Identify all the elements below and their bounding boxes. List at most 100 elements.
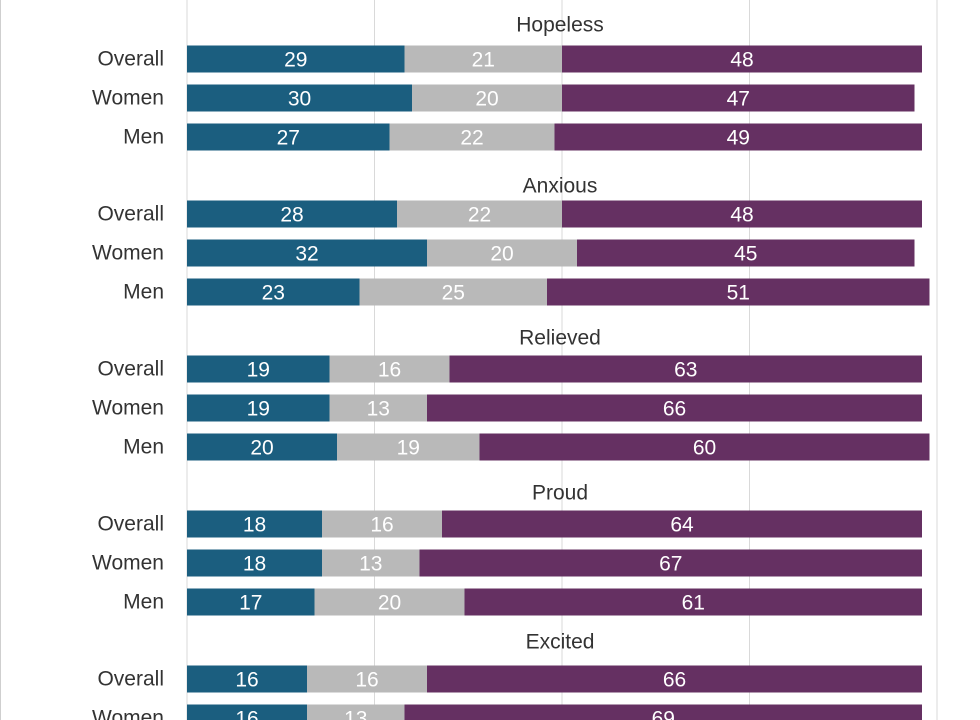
data-label: 64: [670, 514, 694, 537]
data-label: 45: [734, 243, 757, 266]
bar-segment: [427, 239, 577, 267]
bar-segment: [187, 394, 330, 422]
data-label: 21: [472, 49, 495, 72]
row-label: Men: [123, 591, 164, 614]
row-label: Women: [92, 707, 164, 720]
bar-segment: [307, 704, 405, 720]
data-label: 22: [460, 127, 483, 150]
data-label: 16: [355, 669, 378, 692]
bar-segment: [577, 239, 915, 267]
bar-segment: [479, 433, 930, 461]
group-title: Proud: [532, 482, 588, 505]
group-title: Excited: [526, 631, 595, 654]
row-label: Women: [92, 87, 164, 110]
bar-segment: [359, 278, 547, 306]
bar-segment: [187, 704, 307, 720]
data-label: 25: [442, 282, 465, 305]
bar-segment: [562, 200, 922, 228]
bar-segment: [329, 394, 427, 422]
data-label: 67: [659, 553, 682, 576]
row-label: Men: [123, 436, 164, 459]
bar-segment: [187, 45, 405, 73]
bar-segment: [187, 433, 337, 461]
data-label: 19: [247, 359, 270, 382]
data-label: 16: [378, 359, 401, 382]
bar-segment: [329, 355, 450, 383]
data-label: 27: [277, 127, 300, 150]
bar-segment: [562, 45, 922, 73]
data-label: 18: [243, 553, 266, 576]
data-label: 18: [243, 514, 266, 537]
bar-segment: [562, 84, 915, 112]
data-label: 22: [468, 204, 491, 227]
data-label: 19: [397, 437, 420, 460]
bar-segment: [389, 123, 555, 151]
data-label: 63: [674, 359, 697, 382]
bar-segment: [404, 45, 562, 73]
row-label: Women: [92, 397, 164, 420]
bar-segment: [187, 123, 390, 151]
bar-segment: [397, 200, 562, 228]
bar-segment: [442, 510, 922, 538]
data-label: 60: [693, 437, 716, 460]
group-title: Hopeless: [516, 14, 604, 37]
data-label: 29: [284, 49, 307, 72]
bar-segment: [187, 239, 427, 267]
data-label: 30: [288, 88, 311, 111]
row-label: Overall: [97, 358, 164, 381]
row-label: Overall: [97, 513, 164, 536]
row-label: Overall: [97, 203, 164, 226]
bar-segment: [187, 588, 315, 616]
bar-segment: [187, 278, 360, 306]
data-label: 48: [730, 49, 753, 72]
data-label: 49: [727, 127, 750, 150]
data-label: 19: [247, 398, 270, 421]
data-label: 13: [367, 398, 390, 421]
row-label: Men: [123, 126, 164, 149]
bar-segment: [404, 704, 922, 720]
bar-segment: [314, 588, 465, 616]
bar-segment: [322, 510, 442, 538]
data-label: 20: [490, 243, 513, 266]
bar-segment: [547, 278, 930, 306]
data-label: 20: [475, 88, 498, 111]
data-label: 66: [663, 669, 686, 692]
bar-segment: [412, 84, 562, 112]
data-label: 69: [652, 708, 675, 720]
data-label: 47: [727, 88, 750, 111]
row-label: Women: [92, 242, 164, 265]
bar-segment: [187, 200, 397, 228]
bar-segment: [427, 394, 922, 422]
bar-segment: [307, 665, 427, 693]
bar-segment: [187, 84, 412, 112]
bar-segment: [187, 549, 322, 577]
row-label: Women: [92, 552, 164, 575]
bar-segment: [187, 665, 307, 693]
data-label: 51: [727, 282, 750, 305]
data-label: 48: [730, 204, 753, 227]
data-label: 20: [378, 592, 401, 615]
row-label: Overall: [97, 48, 164, 71]
data-label: 13: [344, 708, 367, 720]
row-label: Men: [123, 281, 164, 304]
bar-segment: [449, 355, 922, 383]
data-label: 16: [235, 708, 258, 720]
bar-segment: [427, 665, 922, 693]
bar-segment: [419, 549, 922, 577]
data-label: 20: [250, 437, 273, 460]
data-label: 28: [280, 204, 303, 227]
bar-segment: [464, 588, 922, 616]
data-label: 17: [239, 592, 262, 615]
data-label: 61: [682, 592, 705, 615]
data-label: 13: [359, 553, 382, 576]
data-label: 16: [370, 514, 393, 537]
bar-segment: [322, 549, 420, 577]
data-label: 32: [295, 243, 318, 266]
row-label: Overall: [97, 668, 164, 691]
bar-segment: [187, 510, 322, 538]
data-label: 23: [262, 282, 285, 305]
group-title: Anxious: [523, 175, 598, 198]
data-label: 16: [235, 669, 258, 692]
data-label: 66: [663, 398, 686, 421]
